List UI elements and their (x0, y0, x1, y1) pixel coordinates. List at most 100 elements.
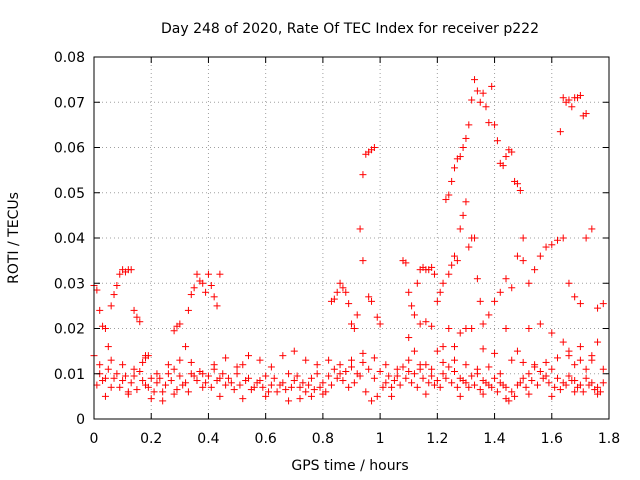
data-point (574, 383, 582, 391)
data-point (305, 381, 313, 389)
data-point (239, 361, 247, 369)
data-point (242, 377, 250, 385)
data-point (193, 377, 201, 385)
data-point (365, 293, 373, 301)
data-point (167, 377, 175, 385)
data-point (482, 379, 490, 387)
y-tick-label: 0.07 (54, 95, 85, 111)
data-point (428, 372, 436, 380)
data-point (325, 356, 333, 364)
data-point (350, 379, 358, 387)
data-point (348, 320, 355, 328)
data-point (571, 293, 579, 301)
data-point (508, 284, 516, 292)
data-point (267, 381, 275, 389)
data-point (479, 320, 487, 328)
data-point (519, 257, 527, 265)
data-point (451, 343, 458, 351)
data-point (451, 252, 458, 260)
data-point (247, 386, 255, 394)
data-point (296, 383, 304, 391)
data-point (236, 381, 244, 389)
data-point (485, 311, 493, 319)
data-point (422, 318, 430, 326)
data-point (233, 363, 241, 371)
data-point (224, 374, 232, 382)
data-point (436, 288, 444, 296)
data-point (565, 347, 573, 355)
x-axis-ticks: 0 0.2 0.4 0.6 0.8 1 1.2 1.4 1.6 1.8 (90, 57, 620, 447)
data-point (456, 392, 464, 400)
data-point (528, 377, 536, 385)
data-point (136, 367, 144, 375)
data-point (184, 306, 192, 314)
data-point (453, 383, 461, 391)
data-point (445, 270, 453, 278)
data-point (199, 370, 207, 378)
data-point (428, 322, 436, 330)
data-point (471, 234, 479, 242)
data-point (531, 363, 539, 371)
data-point (513, 180, 521, 188)
data-point (93, 381, 101, 389)
data-point (285, 397, 293, 405)
data-point (456, 329, 464, 337)
data-point (285, 370, 293, 378)
data-point (511, 392, 519, 400)
data-point (536, 320, 544, 328)
data-point (513, 347, 521, 355)
data-point (147, 374, 155, 382)
data-point (176, 356, 184, 364)
data-point (405, 367, 413, 375)
data-point (436, 383, 444, 391)
data-point (159, 397, 167, 405)
data-point (473, 275, 481, 283)
data-point (373, 313, 381, 321)
data-point (533, 381, 541, 389)
data-point (485, 119, 493, 127)
data-point (491, 374, 499, 382)
data-point (410, 347, 418, 355)
data-point (113, 282, 121, 290)
chart-title: Day 248 of 2020, Rate Of TEC Index for r… (161, 21, 539, 37)
data-point (582, 365, 590, 373)
data-point (548, 241, 556, 249)
data-point (525, 390, 533, 398)
data-point (548, 392, 556, 400)
data-point (410, 311, 418, 319)
data-point (376, 320, 384, 328)
data-point (551, 383, 559, 391)
data-point (313, 361, 321, 369)
data-point (356, 225, 364, 233)
data-point (516, 186, 524, 194)
data-point (451, 164, 458, 172)
data-point (310, 386, 318, 394)
data-point (433, 377, 441, 385)
data-point (459, 144, 467, 151)
data-point (156, 374, 164, 382)
y-axis-ticks: 0 0.01 0.02 0.03 0.04 0.05 0.06 0.07 0.08 (54, 50, 609, 428)
data-point (213, 377, 221, 385)
data-point (190, 372, 198, 380)
data-point (339, 377, 347, 385)
data-point (493, 137, 501, 145)
data-point (153, 370, 161, 378)
y-tick-label: 0.05 (54, 186, 85, 202)
data-point (419, 374, 427, 382)
data-point (479, 390, 487, 398)
data-point (182, 343, 190, 351)
data-point (491, 297, 499, 305)
data-point (253, 379, 261, 387)
data-point (388, 392, 396, 400)
data-point (439, 279, 447, 287)
data-point (159, 388, 167, 396)
data-point (559, 234, 567, 242)
x-tick-label: 1.4 (483, 431, 505, 447)
data-point (536, 252, 544, 260)
data-point (525, 325, 533, 332)
data-point (144, 383, 152, 391)
data-point (184, 388, 192, 396)
data-point (307, 392, 315, 400)
data-point (562, 381, 570, 389)
